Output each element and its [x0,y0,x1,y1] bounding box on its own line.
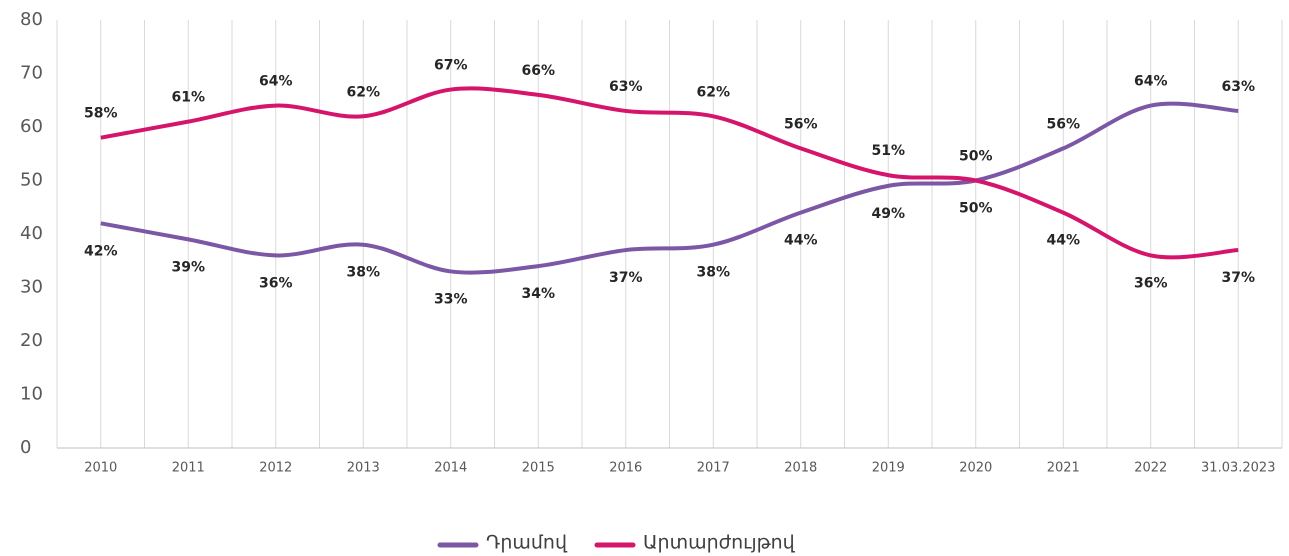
x-tick-label: 2012 [259,461,292,476]
data-label: 56% [1046,116,1080,132]
data-label: 38% [696,265,730,281]
x-tick-label: 2011 [172,461,205,476]
x-tick-label: 2020 [959,461,992,476]
data-label: 36% [259,275,293,291]
y-tick-label: 20 [20,330,43,351]
legend-label: Արտարժույթով [643,532,796,554]
data-label: 64% [1134,74,1168,90]
data-label: 50% [959,149,993,165]
data-label: 37% [609,270,643,286]
y-tick-label: 40 [20,223,43,244]
x-tick-label: 2010 [84,461,117,476]
x-tick-label: 2018 [784,461,817,476]
data-label: 39% [171,259,205,275]
data-label: 44% [1046,233,1080,249]
data-label: 50% [959,201,993,217]
data-label: 33% [434,291,468,307]
series-line [100,101,1239,275]
y-tick-label: 10 [20,384,43,405]
data-label: 49% [871,206,905,222]
data-label: 62% [346,84,380,100]
data-label: 37% [1221,270,1255,286]
x-tick-label: 2016 [609,461,642,476]
x-tick-label: 2015 [522,461,555,476]
y-tick-label: 0 [20,437,31,458]
data-label: 56% [784,116,818,132]
x-tick-label: 2022 [1134,461,1167,476]
y-tick-label: 80 [20,9,43,30]
data-label: 62% [696,84,730,100]
x-tick-label: 2014 [434,461,467,476]
x-tick-label: 2013 [347,461,380,476]
x-tick-label: 2017 [697,461,730,476]
data-label: 61% [171,90,205,106]
y-tick-label: 70 [20,63,43,84]
data-label: 38% [346,265,380,281]
data-label: 34% [521,286,555,302]
data-label: 44% [784,233,818,249]
x-tick-label: 2021 [1047,461,1080,476]
x-tick-label: 2019 [872,461,905,476]
data-label: 64% [259,74,293,90]
x-tick-label: 31.03.2023 [1201,461,1275,476]
data-label: 36% [1134,275,1168,291]
y-tick-label: 60 [20,116,43,137]
y-tick-label: 30 [20,277,43,298]
data-label: 58% [84,106,118,122]
data-label: 63% [1221,79,1255,95]
data-label: 66% [521,63,555,79]
data-label: 63% [609,79,643,95]
series-line [100,86,1239,260]
data-label: 51% [871,143,905,159]
legend-label: Դրամով [486,532,568,554]
data-label: 42% [84,243,118,259]
y-tick-label: 50 [20,170,43,191]
data-label: 67% [434,58,468,74]
